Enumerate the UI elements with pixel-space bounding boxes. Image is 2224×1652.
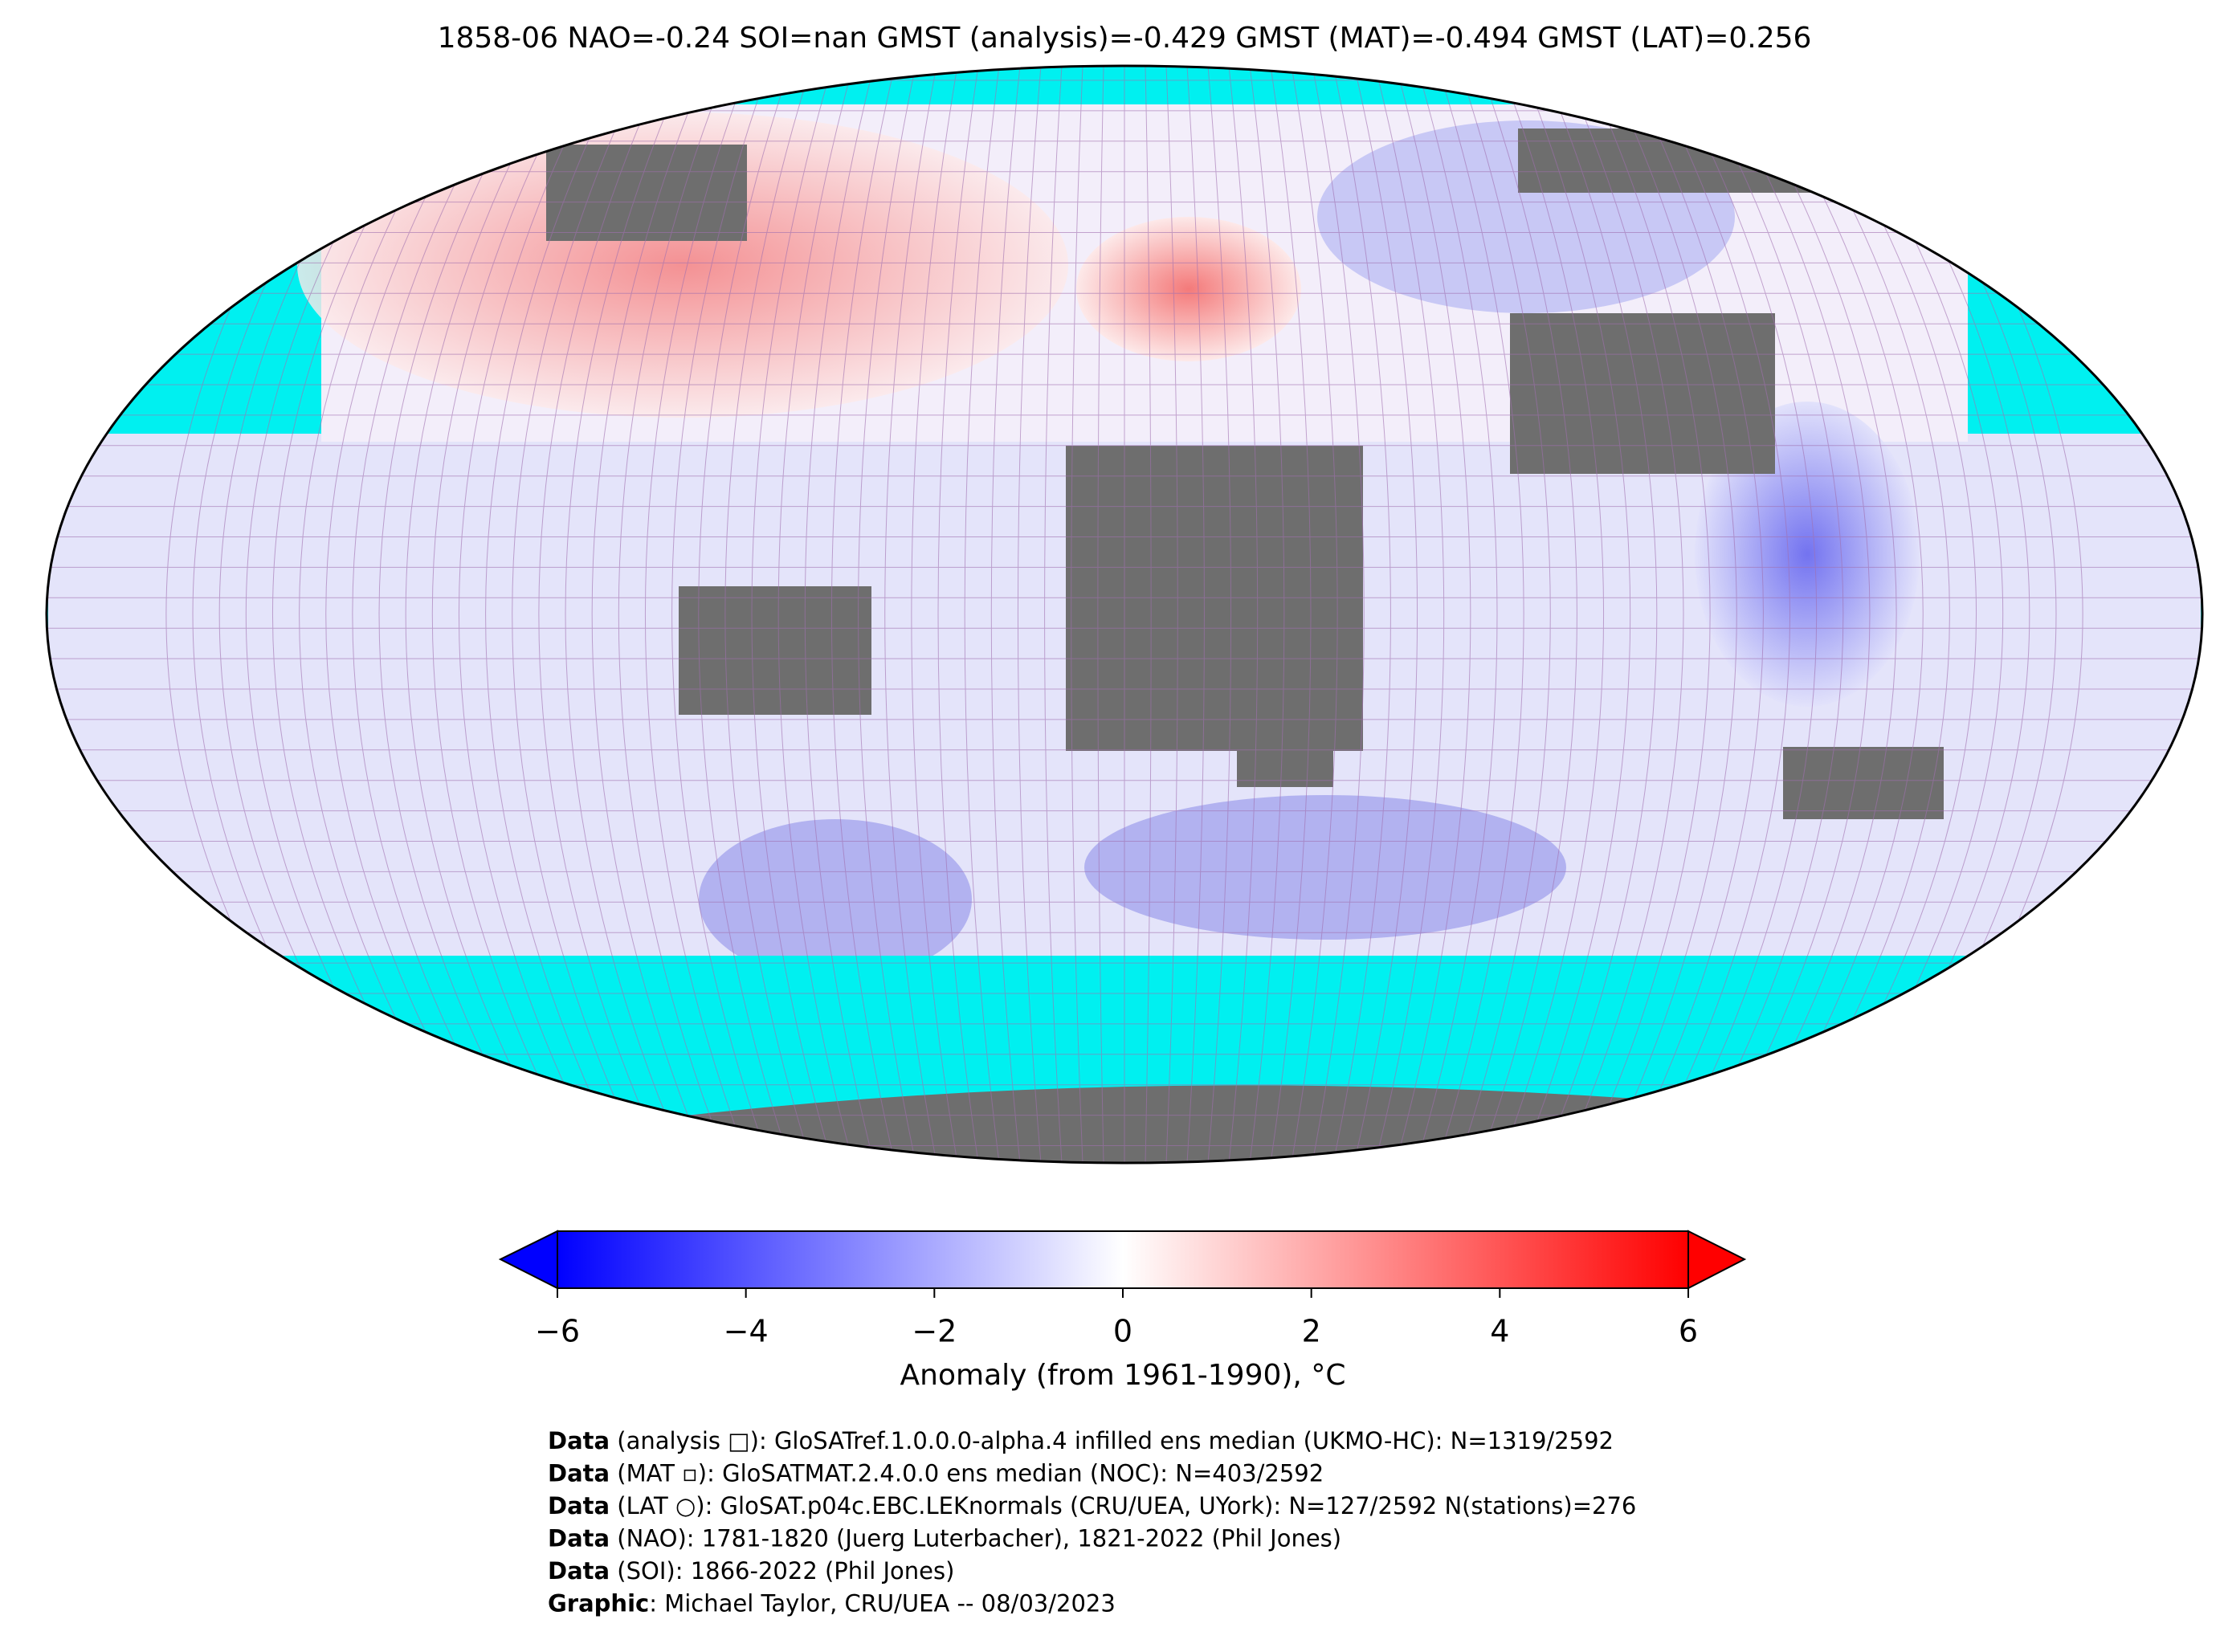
colorbar-extend-low (498, 1230, 558, 1290)
footer-label: Data (548, 1492, 610, 1519)
colorbar-bar (557, 1230, 1689, 1289)
footer-label: Graphic (548, 1590, 649, 1617)
colorbar-tick-label: 0 (1113, 1314, 1132, 1349)
footer-text: (LAT ○): GloSAT.p04c.EBC.LEKnormals (CRU… (610, 1492, 1636, 1519)
colorbar-tick-label: 6 (1679, 1314, 1698, 1349)
colorbar: −6 −4 −2 0 2 4 6 (498, 1230, 1747, 1349)
colorbar-tick-label: −6 (535, 1314, 580, 1349)
footer-text: : Michael Taylor, CRU/UEA -- 08/03/2023 (649, 1590, 1116, 1617)
colorbar-tick-label: 2 (1302, 1314, 1321, 1349)
colorbar-tick-label: −2 (912, 1314, 957, 1349)
footer-label: Data (548, 1525, 610, 1552)
title: 1858-06 NAO=-0.24 SOI=nan GMST (analysis… (438, 22, 1812, 55)
footer-line: Graphic: Michael Taylor, CRU/UEA -- 08/0… (548, 1590, 1116, 1617)
footer-label: Data (548, 1460, 610, 1487)
footer-line: Data (NAO): 1781-1820 (Juerg Luterbacher… (548, 1525, 1341, 1552)
footer-text: (MAT ▫): GloSATMAT.2.4.0.0 ens median (N… (610, 1460, 1324, 1487)
footer-line: Data (SOI): 1866-2022 (Phil Jones) (548, 1557, 954, 1585)
colorbar-tick-label: −4 (724, 1314, 769, 1349)
colorbar-label: Anomaly (from 1961-1990), °C (900, 1359, 1346, 1392)
map (45, 64, 2204, 1165)
map-border (45, 64, 2204, 1165)
colorbar-tick-label: 4 (1490, 1314, 1509, 1349)
footer-label: Data (548, 1427, 610, 1454)
footer-text: (analysis □): GloSATref.1.0.0.0-alpha.4 … (610, 1427, 1614, 1454)
footer-line: Data (analysis □): GloSATref.1.0.0.0-alp… (548, 1427, 1614, 1454)
footer-line: Data (LAT ○): GloSAT.p04c.EBC.LEKnormals… (548, 1492, 1636, 1519)
footer-line: Data (MAT ▫): GloSATMAT.2.4.0.0 ens medi… (548, 1460, 1324, 1487)
anomaly-field (47, 66, 2202, 1163)
footer-text: (NAO): 1781-1820 (Juerg Luterbacher), 18… (610, 1525, 1341, 1552)
footer-text: (SOI): 1866-2022 (Phil Jones) (610, 1557, 954, 1585)
footer: Data (analysis □): GloSATref.1.0.0.0-alp… (548, 1427, 1636, 1617)
colorbar-extend-high (1687, 1230, 1747, 1290)
footer-label: Data (548, 1557, 610, 1585)
